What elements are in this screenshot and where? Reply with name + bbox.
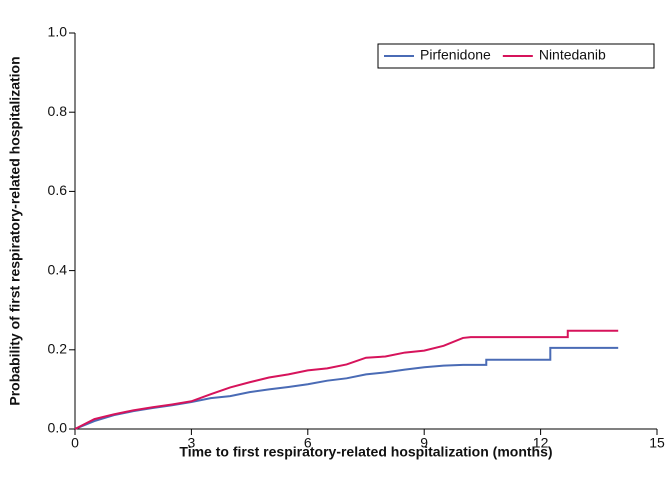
legend-label: Pirfenidone [420, 47, 491, 63]
y-tick-label: 1.0 [48, 24, 68, 40]
y-tick-label: 0.6 [48, 182, 68, 198]
x-tick-label: 6 [304, 435, 312, 451]
x-tick-label: 12 [533, 435, 549, 451]
y-tick-label: 0.8 [48, 103, 68, 119]
y-tick-label: 0.0 [48, 420, 68, 436]
legend-label: Nintedanib [539, 47, 606, 63]
x-tick-label: 9 [420, 435, 428, 451]
x-tick-label: 3 [188, 435, 196, 451]
x-tick-label: 15 [649, 435, 665, 451]
y-tick-label: 0.2 [48, 341, 68, 357]
series-line [74, 346, 619, 430]
y-tick-label: 0.4 [48, 261, 68, 277]
y-axis-title: Probability of first respiratory-related… [7, 56, 23, 405]
x-axis-title: Time to first respiratory-related hospit… [179, 444, 552, 460]
x-tick-label: 0 [71, 435, 79, 451]
series-line [74, 329, 619, 430]
